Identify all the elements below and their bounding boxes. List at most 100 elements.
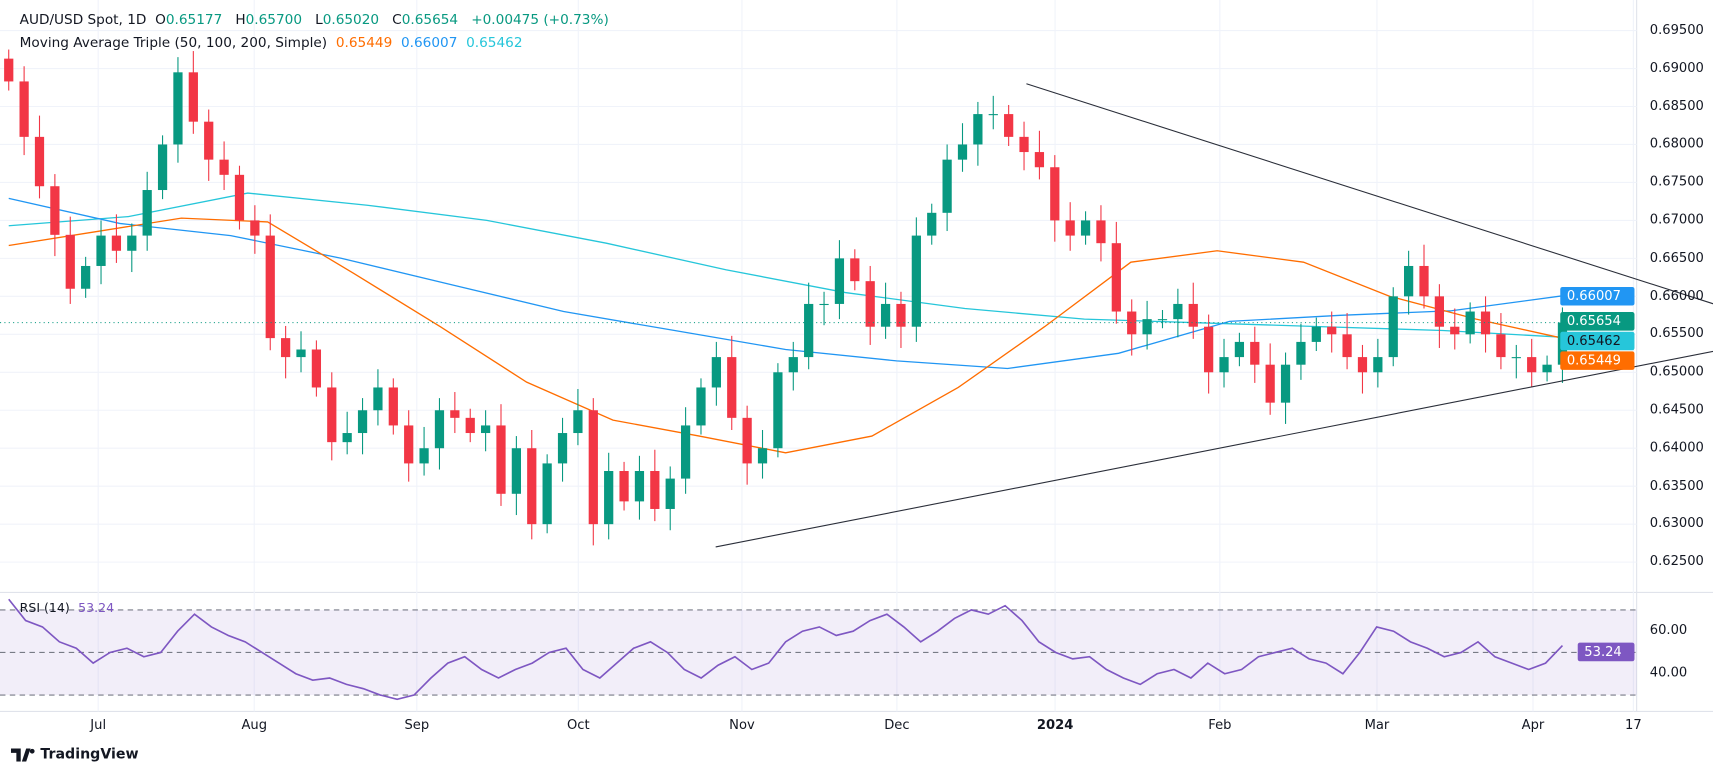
candle-up (342, 433, 352, 443)
candle-up (973, 114, 983, 145)
candle-up (157, 144, 168, 191)
candle-down (1034, 152, 1045, 168)
candle-up (1219, 357, 1229, 373)
candle-down (450, 410, 460, 418)
open-value: 0.65177 (165, 10, 223, 28)
candle-down (896, 303, 906, 327)
candle-up (819, 303, 829, 306)
candle-down (65, 234, 75, 289)
candle-down (311, 349, 322, 388)
candle-down (588, 410, 598, 525)
high-value: 0.65700 (245, 10, 303, 28)
candle-up (757, 448, 768, 464)
candle-up (434, 410, 445, 449)
candle-down (1419, 265, 1429, 297)
time-tick: Mar (1364, 716, 1390, 733)
time-tick: Nov (729, 716, 755, 733)
candle-up (373, 387, 383, 411)
time-tick: 17 (1625, 716, 1642, 733)
candle-up (1157, 319, 1168, 321)
close-label: C (392, 10, 402, 28)
price-tick: 0.64000 (1649, 439, 1704, 455)
candle-down (1527, 357, 1537, 373)
candle-up (604, 471, 614, 525)
candle-up (834, 258, 845, 304)
time-tick: Jul (90, 716, 107, 733)
candle-up (296, 349, 306, 358)
time-tick: Aug (241, 716, 268, 733)
candle-up (1465, 311, 1475, 335)
candle-up (1373, 357, 1383, 373)
candle-down (327, 387, 337, 443)
price-tick: 0.64500 (1649, 401, 1704, 417)
candle-down (250, 220, 260, 236)
candle-down (1188, 303, 1198, 327)
ma50-price-badge: 0.65449 (1560, 351, 1635, 370)
candle-down (1004, 114, 1014, 137)
candle-up (680, 425, 691, 479)
price-tick: 0.63000 (1649, 515, 1704, 531)
candle-up (1311, 326, 1321, 342)
candle-up (173, 72, 183, 145)
candle-up (711, 357, 721, 388)
candle-up (81, 265, 91, 289)
candle-up (988, 114, 998, 116)
candle-up (665, 478, 675, 509)
candle-up (96, 235, 106, 266)
candle-down (265, 235, 275, 339)
time-tick: Apr (1521, 716, 1545, 733)
symbol-title[interactable]: AUD/USD Spot, 1D (19, 10, 147, 28)
candle-down (465, 417, 475, 434)
ma200-price-badge: 0.65462 (1560, 331, 1635, 351)
symbol-legend: AUD/USD Spot, 1D O0.65177 H0.65700 L0.65… (20, 11, 613, 27)
price-tick: 0.69500 (1649, 21, 1704, 38)
price-tick: 0.63500 (1649, 477, 1704, 493)
candle-down (1065, 220, 1075, 236)
candle-up (880, 303, 891, 327)
ma50-value: 0.65449 (335, 33, 393, 51)
rsi-tick-40: 40.00 (1649, 664, 1688, 680)
rsi-title[interactable]: RSI (14) (19, 600, 70, 616)
candle-up (1511, 357, 1521, 359)
candle-up (1080, 220, 1091, 236)
candle-up (911, 235, 921, 327)
ma200-value: 0.65462 (466, 33, 523, 51)
time-tick: Dec (884, 716, 910, 733)
time-tick: Sep (404, 716, 430, 733)
candle-up (419, 448, 429, 464)
price-tick: 0.65000 (1649, 363, 1704, 379)
candle-up (1388, 296, 1398, 358)
ma-title[interactable]: Moving Average Triple (50, 100, 200, Sim… (19, 33, 328, 51)
candle-up (1234, 341, 1245, 358)
low-label: L (315, 10, 323, 28)
time-tick: Feb (1208, 716, 1232, 733)
ma-legend: Moving Average Triple (50, 100, 200, Sim… (20, 34, 527, 50)
candle-up (927, 212, 937, 236)
candle-down (527, 448, 537, 525)
candle-up (357, 410, 368, 434)
candle-down (1111, 243, 1121, 312)
candle-up (1404, 265, 1414, 297)
candle-down (404, 425, 414, 464)
candle-up (696, 387, 706, 426)
candle-down (111, 235, 122, 251)
price-tick: 0.62500 (1649, 553, 1704, 569)
candle-up (142, 190, 152, 236)
price-tick: 0.66500 (1649, 249, 1704, 265)
candle-up (942, 159, 952, 213)
candle-down (1480, 311, 1491, 335)
high-label: H (235, 10, 246, 28)
candle-down (281, 338, 291, 358)
candle-down (234, 174, 245, 221)
candle-down (50, 186, 60, 235)
candle-down (1357, 357, 1368, 373)
open-label: O (155, 10, 166, 28)
candle-down (1050, 167, 1060, 221)
rsi-value: 53.24 (78, 600, 115, 616)
candle-down (4, 58, 14, 82)
tradingview-logo[interactable]: TradingView (10, 746, 139, 763)
price-tick: 0.66000 (1649, 287, 1704, 303)
candle-down (388, 387, 398, 426)
